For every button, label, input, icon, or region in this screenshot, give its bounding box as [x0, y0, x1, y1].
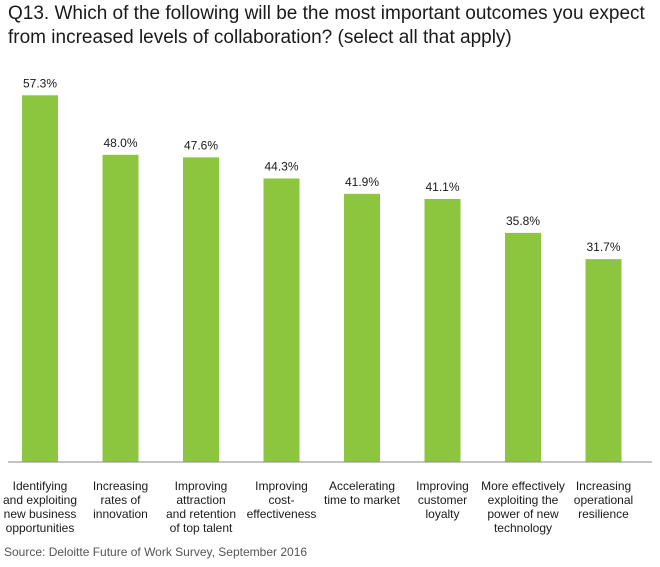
source-note: Source: Deloitte Future of Work Survey, …: [4, 545, 308, 559]
chart-title: Q13. Which of the following will be the …: [8, 3, 645, 48]
value-label-8: 31.7%: [586, 240, 620, 254]
bar-8: [585, 259, 622, 462]
category-label-8: Increasing operational resilience: [574, 479, 633, 521]
value-label-1: 57.3%: [23, 76, 57, 90]
value-label-7: 35.8%: [506, 214, 540, 228]
category-labels-group: Identifying and exploiting new business opp…: [3, 479, 633, 535]
value-label-3: 47.6%: [184, 138, 218, 152]
value-label-6: 41.1%: [425, 180, 459, 194]
value-labels-group: 57.3% 48.0% 47.6% 44.3% 41.9% 41.1% 35.8% 31.7%: [23, 76, 621, 254]
bar-4: [263, 178, 300, 463]
bar-5: [344, 193, 380, 462]
category-label-6: Improving customer loyalty: [416, 479, 469, 521]
category-label-1: Identifying and exploiting new business opp…: [3, 479, 77, 535]
bar-2: [102, 154, 139, 463]
category-label-3: Improving attraction and retention of top t…: [166, 479, 236, 535]
value-label-2: 48.0%: [103, 136, 137, 150]
bar-6: [424, 198, 461, 462]
bar-1: [22, 95, 58, 462]
value-label-5: 41.9%: [345, 175, 379, 189]
bars-group: [22, 95, 622, 463]
bar-7: [505, 232, 541, 462]
category-label-5: Accelerating time to market: [324, 479, 401, 507]
category-label-4: Improving cost-effectiveness: [247, 479, 317, 521]
category-label-7: More effectively exploiting the power of n…: [481, 479, 565, 535]
value-label-4: 44.3%: [264, 159, 298, 173]
category-label-2: Increasing rates of innovation: [93, 479, 148, 521]
bar-3: [183, 157, 219, 463]
